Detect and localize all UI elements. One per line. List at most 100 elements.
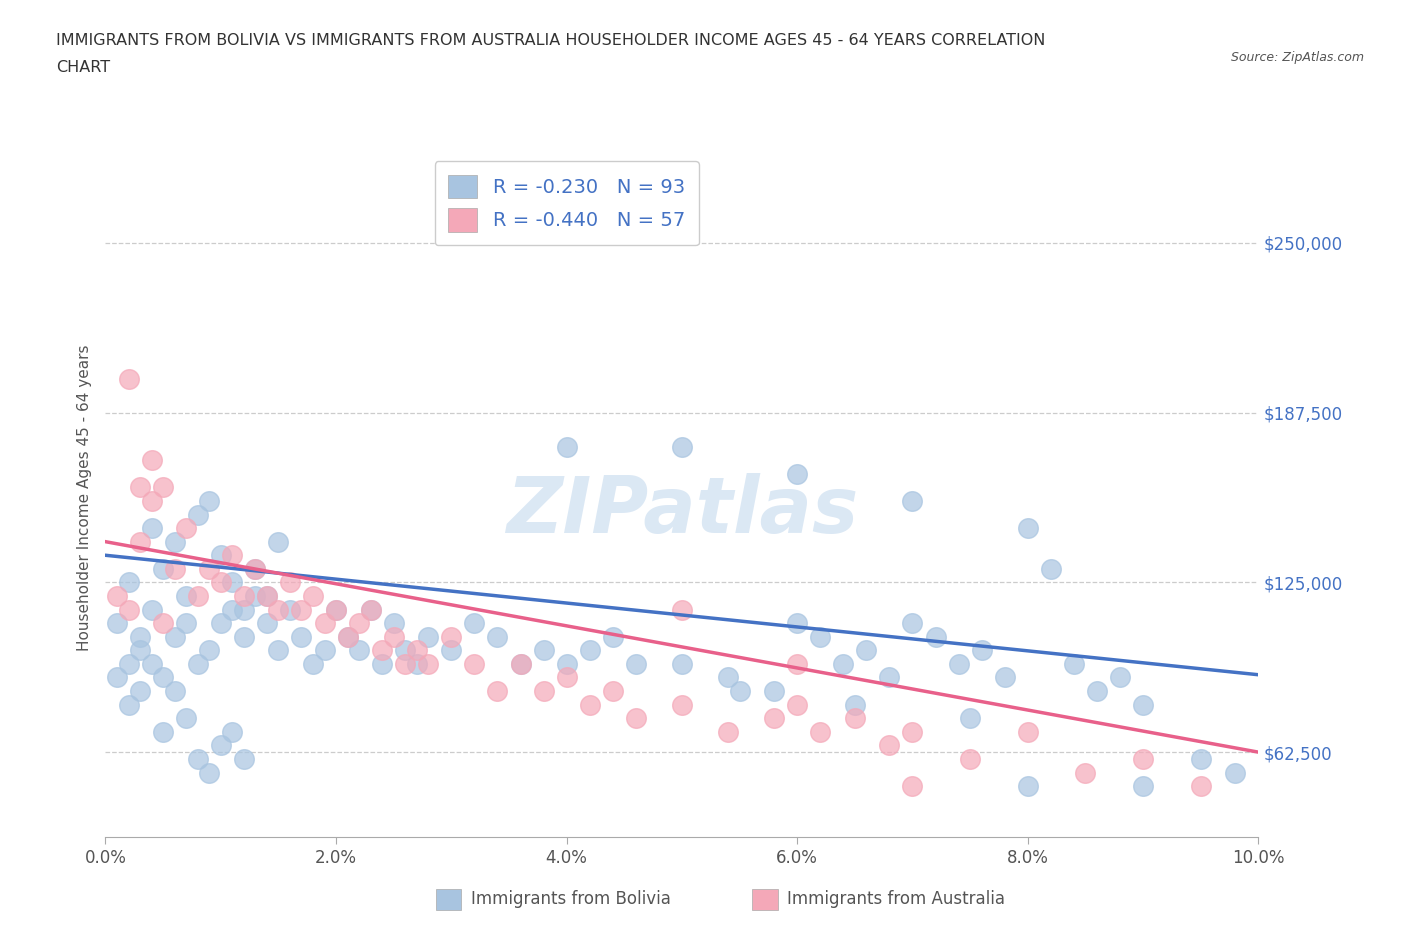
Point [717,670,740,684]
Point [832,657,855,671]
Point [336,630,359,644]
Point [463,616,485,631]
Point [901,616,924,631]
Point [1189,751,1212,766]
Point [325,602,347,617]
Point [129,684,152,698]
Point [879,737,901,752]
Point [117,575,139,590]
Point [232,602,254,617]
Point [602,630,624,644]
Point [209,616,232,631]
Point [278,575,301,590]
Point [198,494,221,509]
Point [786,616,808,631]
Point [174,589,197,604]
Point [163,562,186,577]
Point [163,630,186,644]
Point [533,643,555,658]
Point [174,521,197,536]
Text: CHART: CHART [56,60,110,75]
Point [187,589,209,604]
Point [129,480,152,495]
Point [314,616,336,631]
Point [129,534,152,549]
Point [152,480,174,495]
Point [267,602,290,617]
Point [221,575,243,590]
Point [901,494,924,509]
Point [187,751,209,766]
Point [336,630,359,644]
Point [141,602,163,617]
Point [117,698,139,712]
Point [105,616,128,631]
Point [671,657,693,671]
Point [152,724,174,739]
Text: Source: ZipAtlas.com: Source: ZipAtlas.com [1230,51,1364,64]
Legend: R = -0.230   N = 93, R = -0.440   N = 57: R = -0.230 N = 93, R = -0.440 N = 57 [434,161,699,246]
Point [405,643,427,658]
Point [1132,751,1154,766]
Point [763,711,786,725]
Point [267,534,290,549]
Point [578,698,600,712]
Point [440,643,463,658]
Point [360,602,382,617]
Text: IMMIGRANTS FROM BOLIVIA VS IMMIGRANTS FROM AUSTRALIA HOUSEHOLDER INCOME AGES 45 : IMMIGRANTS FROM BOLIVIA VS IMMIGRANTS FR… [56,33,1046,47]
Point [347,616,370,631]
Point [209,575,232,590]
Point [948,657,970,671]
Point [382,616,405,631]
Point [1132,778,1154,793]
Point [555,439,578,454]
Point [555,657,578,671]
Point [1063,657,1085,671]
Point [808,630,831,644]
Point [786,698,808,712]
Point [382,630,405,644]
Point [360,602,382,617]
Point [163,534,186,549]
Point [394,657,416,671]
Point [256,589,278,604]
Point [970,643,993,658]
Point [174,711,197,725]
Point [1085,684,1108,698]
Point [786,657,808,671]
Text: ZIPatlas: ZIPatlas [506,473,858,549]
Point [1017,521,1039,536]
Point [290,602,312,617]
Point [1225,765,1247,780]
Point [808,724,831,739]
Point [325,602,347,617]
Point [232,751,254,766]
Point [141,494,163,509]
Point [671,698,693,712]
Point [1109,670,1132,684]
Point [245,562,267,577]
Point [163,684,186,698]
Point [555,670,578,684]
Point [245,589,267,604]
Point [533,684,555,698]
Point [302,589,325,604]
Point [209,548,232,563]
Point [1039,562,1062,577]
Point [844,698,866,712]
Point [418,657,440,671]
Point [371,657,394,671]
Point [187,507,209,522]
Point [105,589,128,604]
Point [728,684,751,698]
Point [198,562,221,577]
Point [256,589,278,604]
Point [129,643,152,658]
Point [879,670,901,684]
Text: Immigrants from Australia: Immigrants from Australia [787,890,1005,909]
Point [198,765,221,780]
Point [1017,778,1039,793]
Point [624,657,647,671]
Point [901,724,924,739]
Point [278,602,301,617]
